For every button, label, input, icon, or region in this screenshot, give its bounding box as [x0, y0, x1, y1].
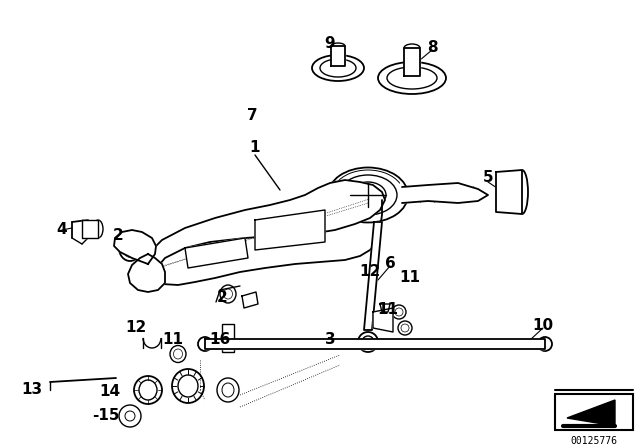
Ellipse shape — [328, 168, 408, 223]
Polygon shape — [331, 46, 345, 66]
Ellipse shape — [358, 332, 378, 352]
Ellipse shape — [198, 337, 212, 351]
Ellipse shape — [93, 220, 103, 238]
Ellipse shape — [220, 285, 236, 303]
Ellipse shape — [119, 235, 141, 261]
Polygon shape — [114, 230, 156, 264]
Polygon shape — [205, 339, 545, 349]
Polygon shape — [364, 222, 382, 330]
Ellipse shape — [379, 314, 387, 326]
Text: 7: 7 — [246, 108, 257, 122]
Text: 00125776: 00125776 — [570, 436, 618, 446]
Ellipse shape — [141, 267, 155, 285]
Ellipse shape — [392, 305, 406, 319]
Ellipse shape — [538, 337, 552, 351]
Ellipse shape — [331, 43, 345, 49]
Polygon shape — [373, 308, 393, 332]
Text: 11: 11 — [163, 332, 184, 348]
Text: 3: 3 — [324, 332, 335, 348]
Polygon shape — [148, 180, 385, 270]
Ellipse shape — [398, 321, 412, 335]
Ellipse shape — [126, 235, 140, 251]
Polygon shape — [380, 304, 390, 312]
Text: 2: 2 — [113, 228, 124, 244]
Polygon shape — [128, 254, 165, 292]
Ellipse shape — [119, 405, 141, 427]
Text: 14: 14 — [99, 384, 120, 400]
Text: 12: 12 — [360, 264, 381, 280]
Text: 16: 16 — [209, 332, 230, 348]
Ellipse shape — [378, 62, 446, 94]
Ellipse shape — [312, 55, 364, 81]
Ellipse shape — [170, 345, 186, 362]
Polygon shape — [567, 400, 615, 426]
Text: 2: 2 — [216, 290, 227, 306]
Polygon shape — [82, 220, 98, 238]
Polygon shape — [404, 48, 420, 76]
Ellipse shape — [134, 376, 162, 404]
Ellipse shape — [217, 378, 239, 402]
Text: 8: 8 — [427, 40, 437, 56]
FancyBboxPatch shape — [222, 324, 234, 352]
Text: 11: 11 — [378, 302, 399, 318]
Polygon shape — [242, 292, 258, 308]
Text: 12: 12 — [125, 320, 147, 336]
Polygon shape — [402, 183, 488, 203]
Ellipse shape — [516, 170, 528, 214]
Text: 5: 5 — [483, 171, 493, 185]
Text: 10: 10 — [532, 319, 554, 333]
Ellipse shape — [404, 44, 420, 52]
Text: 13: 13 — [21, 383, 43, 397]
FancyBboxPatch shape — [555, 394, 633, 430]
Ellipse shape — [172, 369, 204, 403]
Polygon shape — [185, 238, 248, 268]
Text: 6: 6 — [385, 257, 396, 271]
Text: 4: 4 — [57, 223, 67, 237]
Text: 9: 9 — [324, 36, 335, 52]
Text: 1: 1 — [250, 141, 260, 155]
Text: 11: 11 — [399, 271, 420, 285]
Text: -15: -15 — [92, 409, 120, 423]
Polygon shape — [255, 210, 325, 250]
Polygon shape — [496, 170, 522, 214]
